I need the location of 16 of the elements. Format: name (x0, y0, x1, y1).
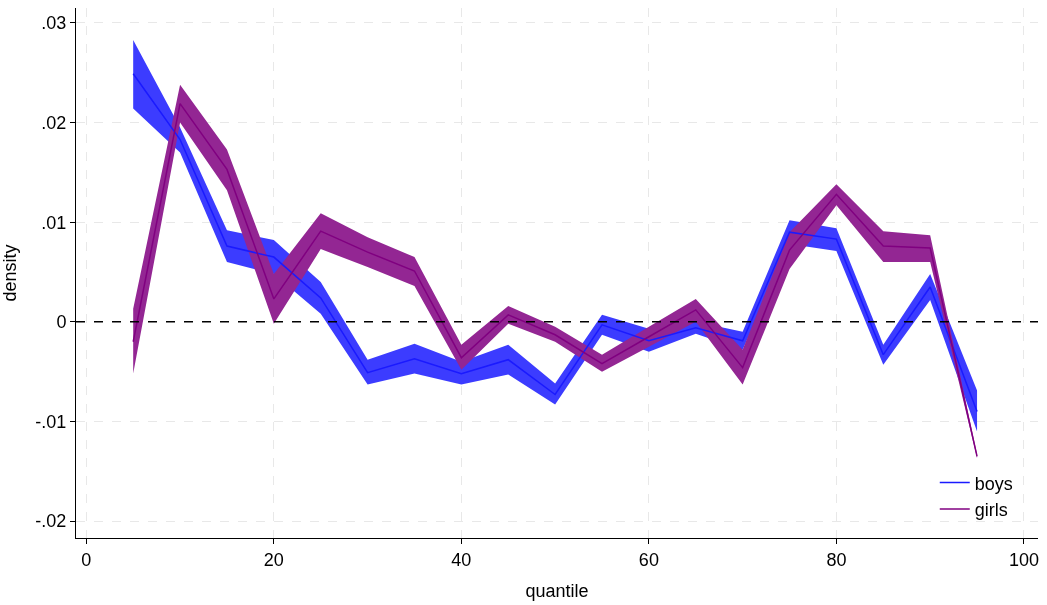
legend-label: boys (974, 473, 1013, 494)
x-tick-label: 100 (1008, 549, 1039, 570)
y-tick-label: 0 (56, 312, 67, 333)
x-tick-label: 40 (451, 549, 472, 570)
y-tick-label: -.01 (35, 411, 67, 432)
x-tick-label: 0 (81, 549, 92, 570)
x-tick-label: 80 (826, 549, 847, 570)
y-tick-label: -.02 (35, 511, 67, 532)
y-tick-label: .02 (41, 112, 67, 133)
y-tick-label: .01 (41, 212, 67, 233)
y-axis-title: density (0, 244, 20, 302)
x-tick-label: 60 (638, 549, 659, 570)
legend-label: girls (974, 500, 1008, 521)
y-tick-label: .03 (41, 13, 67, 34)
x-tick-label: 20 (263, 549, 284, 570)
x-axis-title: quantile (525, 580, 589, 601)
